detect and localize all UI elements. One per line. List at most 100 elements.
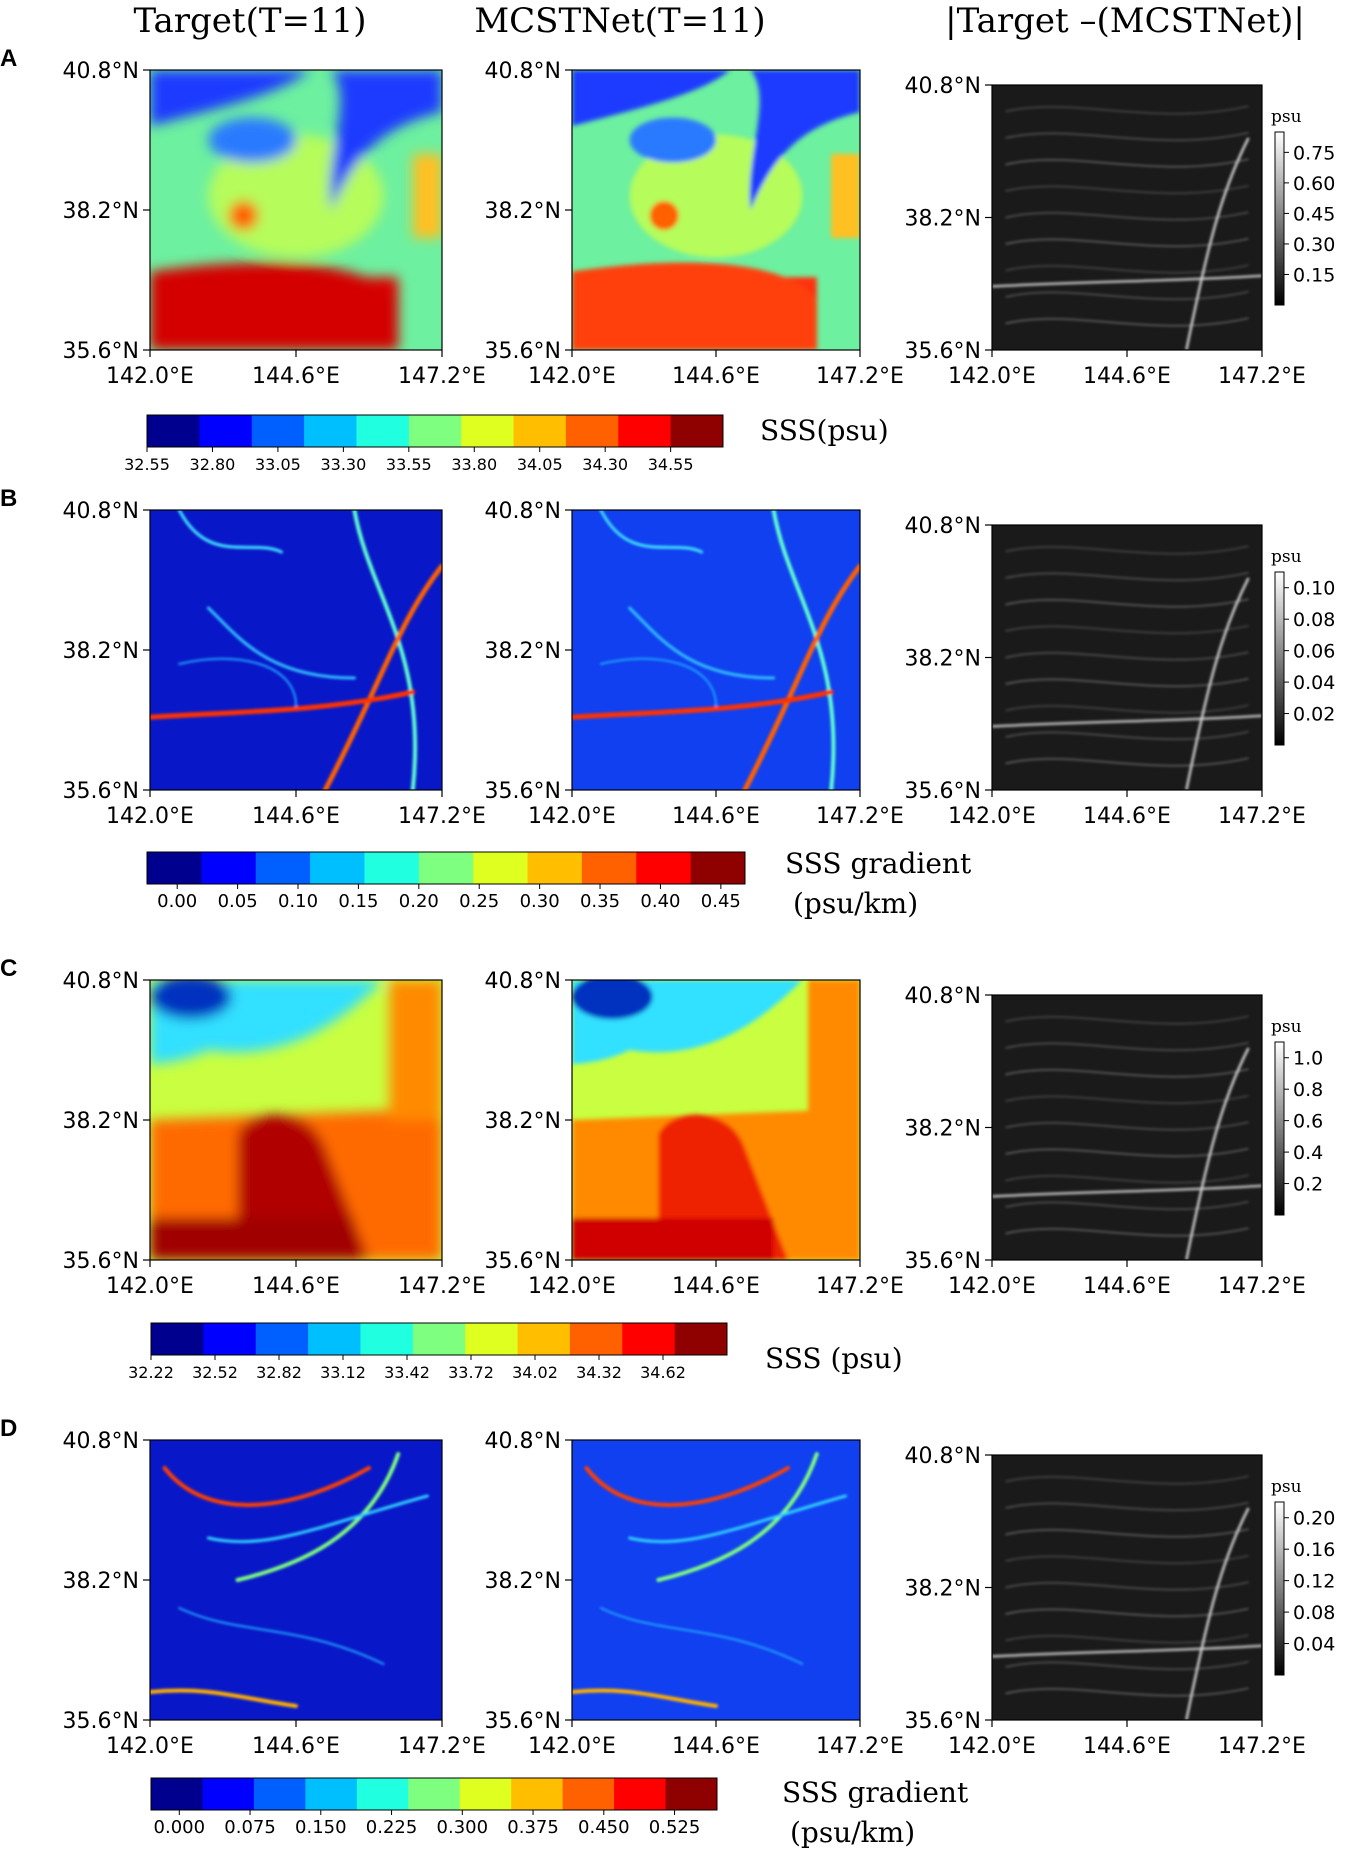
colorbar-segment (473, 852, 501, 884)
lat-tick-label: 35.6°N (485, 1709, 561, 1734)
lon-tick-label: 144.6°E (252, 804, 340, 829)
colorbar-tick-label: 33.42 (384, 1363, 430, 1382)
colorbar-tick-label: 34.32 (576, 1363, 622, 1382)
colorbar-segment (174, 852, 202, 884)
lon-tick-label: 147.2°E (398, 1274, 486, 1299)
lon-tick-label: 147.2°E (816, 804, 904, 829)
colorbar-frame (146, 851, 746, 885)
colorbar-tick-label: 34.62 (640, 1363, 686, 1382)
colorbar-segment (251, 415, 279, 447)
colorbar-b: 0.00 0.05 0.10 0.15 0.20 0.25 0.30 0.35 0.40 0.45… (146, 847, 972, 920)
colorbar-segment (485, 1778, 512, 1810)
colorbar-segment (569, 1323, 597, 1355)
colorbar-tick-label: 0.15 (338, 891, 378, 912)
lon-tick-label: 142.0°E (528, 364, 616, 389)
colorbar-tick-label: 33.30 (320, 455, 366, 474)
lat-tick-label: 35.6°N (905, 779, 981, 804)
error-colorbar-tick-label: 0.2 (1293, 1174, 1323, 1196)
colorbar-tick-label: 33.55 (386, 455, 432, 474)
colorbar-frame (150, 1322, 728, 1356)
error-colorbar-tick-label: 0.75 (1293, 142, 1335, 164)
colorbar-segment (331, 1778, 358, 1810)
colorbar-segment (382, 415, 410, 447)
colorbar-tick-label: 0.450 (578, 1817, 630, 1838)
error-colorbar-tick-label: 0.15 (1293, 264, 1335, 286)
colorbar-segment (459, 1778, 486, 1810)
lon-tick-label: 142.0°E (948, 1274, 1036, 1299)
colorbar-segment (334, 1323, 361, 1355)
colorbar-segment (304, 415, 331, 447)
lon-tick-label: 144.6°E (252, 1734, 340, 1759)
colorbar-tick-label: 33.05 (255, 455, 301, 474)
colorbar-segment (281, 1323, 309, 1355)
lat-tick-label: 35.6°N (63, 779, 139, 804)
colorbar-segment (592, 415, 619, 447)
column-title-difference: |Target –(MCSTNet)| (945, 1, 1305, 41)
lon-tick-label: 144.6°E (1083, 804, 1171, 829)
colorbar-segment (356, 1778, 384, 1810)
colorbar-segment (435, 415, 462, 447)
colorbar-tick-label: 0.00 (157, 891, 197, 912)
colorbar-tick-label: 34.55 (648, 455, 694, 474)
colorbar-segment (147, 852, 175, 884)
colorbar-unit: (psu/km) (793, 887, 918, 920)
lat-tick-label: 40.8°N (905, 514, 981, 539)
colorbar-tick-label: 0.525 (649, 1817, 701, 1838)
colorbar-tick-label: 32.22 (128, 1363, 174, 1382)
colorbar-d: 0.000 0.075 0.150 0.225 0.300 0.375 0.450 0.525… (150, 1776, 969, 1849)
colorbar-segment (614, 1778, 641, 1810)
colorbar-unit: (psu/km) (790, 1816, 915, 1849)
error-colorbar-tick-label: 0.45 (1293, 203, 1335, 225)
error-colorbar-tick-label: 0.02 (1293, 704, 1335, 726)
panel-label: B (0, 485, 17, 512)
colorbar-segment (282, 852, 311, 884)
colorbar-segment (446, 852, 474, 884)
error-colorbar-bar (1274, 571, 1285, 746)
colorbar-title: SSS gradient (785, 847, 972, 880)
colorbar-segment (644, 415, 672, 447)
colorbar-tick-label: 33.12 (320, 1363, 366, 1382)
colorbar-segment (418, 852, 447, 884)
lat-tick-label: 38.2°N (63, 199, 139, 224)
colorbar-segment (491, 1323, 519, 1355)
error-colorbar-tick-label: 0.08 (1293, 1602, 1335, 1624)
panel-label: D (0, 1415, 17, 1442)
colorbar-segment (203, 1323, 231, 1355)
colorbar-segment (277, 415, 305, 447)
colorbar-title: SSS(psu) (760, 414, 889, 447)
colorbar-segment (622, 1323, 649, 1355)
lat-tick-label: 35.6°N (63, 1249, 139, 1274)
lon-tick-label: 147.2°E (816, 1734, 904, 1759)
colorbar-segment (513, 415, 541, 447)
colorbar-segment (670, 415, 698, 447)
colorbar-segment (147, 415, 174, 447)
lat-tick-label: 35.6°N (905, 339, 981, 364)
lat-tick-label: 40.8°N (63, 499, 139, 524)
error-colorbar-tick-label: 0.60 (1293, 173, 1335, 195)
colorbar-segment (461, 415, 488, 447)
error-colorbar-unit: psu (1271, 1477, 1302, 1497)
error-colorbar: psu 0.2 0.4 0.6 0.8 1.0 (1271, 1017, 1323, 1216)
lon-tick-label: 142.0°E (948, 1734, 1036, 1759)
error-colorbar-tick-label: 0.08 (1293, 609, 1335, 631)
colorbar-segment (173, 415, 200, 447)
colorbar-tick-label: 0.35 (580, 891, 620, 912)
colorbar-tick-label: 0.300 (437, 1817, 489, 1838)
colorbar-tick-label: 0.225 (366, 1817, 418, 1838)
colorbar-segment (151, 1778, 178, 1810)
error-colorbar-unit: psu (1271, 1017, 1302, 1037)
colorbar-tick-label: 0.10 (278, 891, 318, 912)
colorbar-segment (151, 1323, 178, 1355)
colorbar-segment (565, 415, 593, 447)
lon-tick-label: 142.0°E (106, 364, 194, 389)
colorbar-segment (511, 1778, 538, 1810)
colorbar-segment (596, 1323, 623, 1355)
colorbar-segment (356, 415, 384, 447)
lon-tick-label: 144.6°E (1083, 1734, 1171, 1759)
